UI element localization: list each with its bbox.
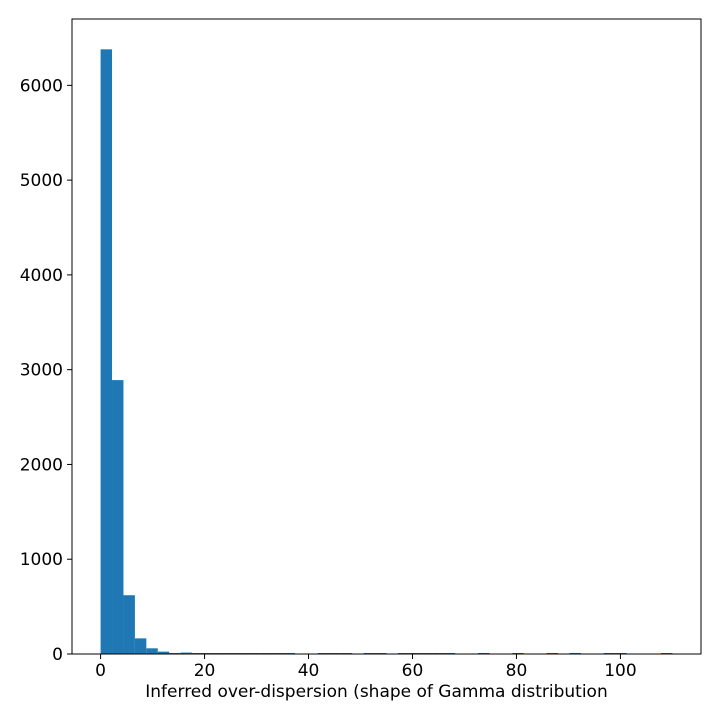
y-tick-label: 2000 — [20, 455, 63, 475]
histogram-bars — [100, 49, 673, 654]
histogram-bar-0 — [100, 49, 113, 654]
y-axis-ticks: 0 1000 2000 3000 4000 5000 6000 — [20, 76, 72, 665]
x-tick-label: 40 — [298, 661, 320, 681]
y-tick-label: 4000 — [20, 266, 63, 286]
x-tick-label: 20 — [194, 661, 216, 681]
x-tick-label: 100 — [604, 661, 636, 681]
histogram-bar-4 — [146, 648, 158, 654]
y-tick-label: 6000 — [20, 76, 63, 96]
y-tick-label: 1000 — [20, 550, 63, 570]
plot-frame — [71, 18, 702, 655]
histogram-bar-5 — [157, 651, 170, 654]
x-axis-ticks: 0 20 40 60 80 100 — [95, 654, 637, 681]
histogram-bar-7 — [180, 652, 193, 654]
x-tick-label: 0 — [95, 661, 106, 681]
y-tick-label: 3000 — [20, 361, 63, 381]
x-tick-label: 80 — [506, 661, 528, 681]
x-tick-label: 60 — [402, 661, 424, 681]
x-axis-label: Inferred over-dispersion (shape of Gamma… — [145, 682, 607, 702]
histogram-bar-1 — [112, 380, 124, 654]
histogram-bar-3 — [134, 638, 147, 654]
histogram-bar-2 — [123, 595, 135, 654]
y-tick-label: 0 — [52, 645, 63, 665]
y-tick-label: 5000 — [20, 171, 63, 191]
